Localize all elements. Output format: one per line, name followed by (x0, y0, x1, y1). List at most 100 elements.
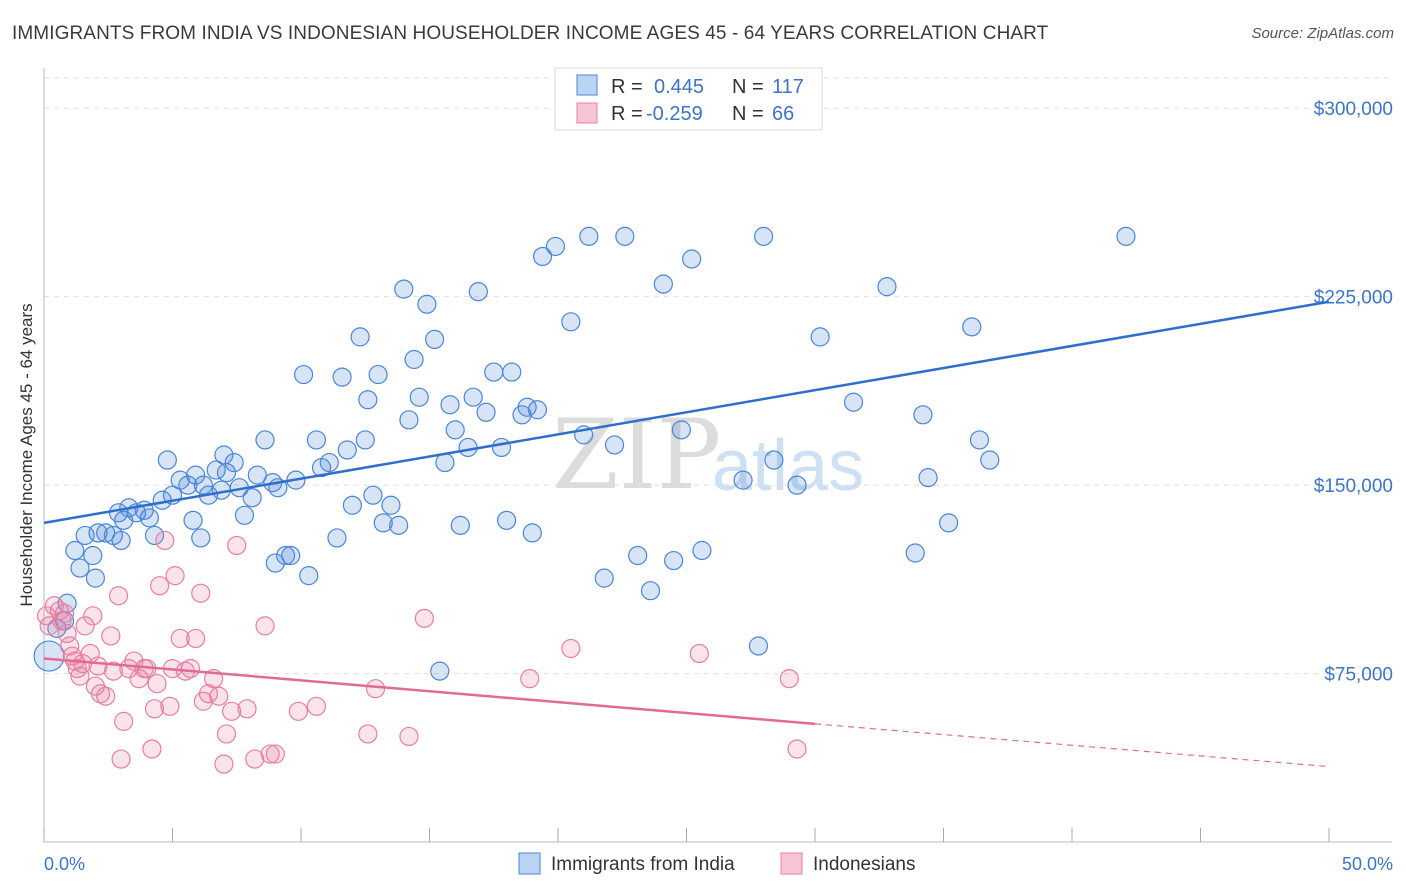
indonesia-point (787, 739, 807, 759)
india-point (33, 640, 65, 672)
india-point (332, 367, 352, 387)
india-point (545, 236, 566, 257)
indonesia-point (227, 535, 247, 556)
india-point (463, 387, 483, 407)
indonesia-point (39, 616, 59, 636)
india-point (810, 327, 830, 347)
india-point (980, 450, 1000, 470)
india-point (671, 420, 691, 440)
india-point (111, 530, 131, 551)
india-point (306, 430, 327, 450)
india-point (561, 312, 581, 332)
india-point (247, 465, 267, 485)
indonesia-point (306, 696, 327, 716)
india-point (502, 362, 522, 382)
india-point (255, 430, 275, 450)
indonesia-r-value: -0.259 (646, 103, 703, 125)
india-point (918, 468, 938, 488)
indonesia-point (191, 583, 211, 603)
india-point (178, 475, 198, 495)
india-point (579, 226, 599, 246)
india-point (96, 523, 116, 543)
india-n-label: N = (732, 76, 764, 98)
indonesia-point (90, 684, 111, 704)
indonesia-point (75, 616, 95, 636)
indonesia-r-label: R = (611, 103, 643, 125)
india-point (409, 387, 429, 407)
y-axis-label: Householder Income Ages 45 - 64 years (17, 303, 36, 606)
indonesia-point (114, 711, 134, 731)
india-point (381, 495, 401, 515)
y-tick-label: $300,000 (1314, 99, 1393, 120)
indonesia-point (222, 701, 242, 721)
india-point (1116, 226, 1136, 246)
indonesia-point (111, 749, 131, 769)
x-tick-label-max: 50.0% (1342, 854, 1393, 874)
india-point (458, 437, 478, 458)
stats-legend-box (554, 67, 823, 131)
watermark-atlas: atlas (712, 426, 864, 506)
india-point (969, 430, 990, 450)
india-point (604, 435, 625, 455)
india-point (399, 410, 419, 430)
india-point (484, 362, 504, 382)
india-point (144, 525, 165, 546)
india-point (214, 445, 234, 465)
legend-india-swatch (518, 852, 541, 875)
india-point (157, 450, 177, 470)
watermark-zip: ZIP (552, 399, 721, 511)
indonesia-point (70, 666, 90, 686)
indonesia-point (265, 744, 285, 764)
indonesia-point (108, 586, 129, 606)
indonesia-point (144, 699, 165, 719)
indonesia-trend-line (43, 657, 816, 726)
x-tick-label-min: 0.0% (44, 854, 85, 874)
india-point (65, 540, 85, 561)
india-point (905, 543, 925, 563)
gridlines (44, 77, 1392, 675)
india-point (183, 510, 203, 530)
india-point (628, 545, 648, 566)
india-point (139, 508, 159, 528)
india-point (191, 528, 211, 548)
indonesia-point (96, 686, 116, 706)
series-legend: Immigrants from India Indonesians (518, 852, 915, 875)
india-point (281, 545, 301, 566)
indonesia-point (103, 661, 123, 681)
x-ticks: 0.0% 50.0% (43, 828, 1393, 874)
india-point (843, 392, 864, 412)
india-point (394, 279, 414, 299)
indonesia-point (689, 643, 709, 664)
india-point (468, 282, 488, 302)
india-point (224, 452, 244, 473)
india-point (293, 364, 314, 385)
india-point (404, 349, 424, 370)
indonesia-point (170, 628, 190, 649)
india-point (692, 540, 712, 561)
india-point (275, 545, 296, 566)
india-point (435, 452, 455, 473)
india-point (368, 364, 388, 385)
series-india-points (33, 226, 1136, 681)
indonesia-point (83, 606, 103, 626)
y-tick-label: $225,000 (1314, 288, 1393, 309)
india-point (265, 553, 285, 573)
india-point (85, 568, 106, 588)
legend-indonesians-swatch (780, 852, 803, 875)
india-point (327, 528, 347, 548)
indonesia-n-label: N = (732, 103, 764, 125)
legend-indonesians-label: Indonesians (813, 854, 915, 875)
india-point (234, 505, 255, 525)
indonesia-point (214, 754, 234, 774)
indonesia-point (142, 739, 162, 759)
series-indonesians-points (36, 530, 807, 774)
indonesia-point (561, 638, 581, 659)
india-point (664, 550, 684, 571)
india-point (733, 470, 753, 490)
india-point (355, 430, 375, 450)
legend-india-label: Immigrants from India (551, 854, 735, 875)
india-point (682, 249, 702, 269)
india-point (445, 420, 465, 440)
indonesia-point (150, 576, 170, 596)
